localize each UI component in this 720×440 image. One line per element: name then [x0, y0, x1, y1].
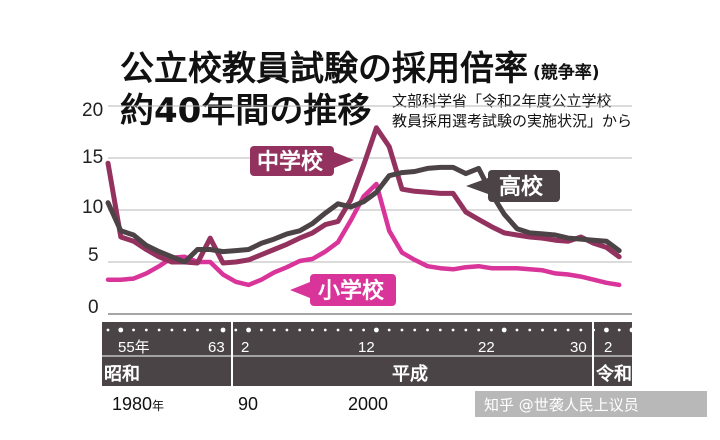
year-tick-mark-1994 — [298, 328, 302, 332]
year-tick-mark-2013 — [541, 328, 544, 332]
era-heisei: 平成 — [392, 363, 428, 385]
era-tick-h22: 22 — [478, 339, 495, 356]
year-tick-mark-1980 — [118, 327, 124, 333]
watermark-bg — [475, 391, 707, 417]
y-tick-10: 10 — [82, 197, 103, 218]
year-tick-mark-1983 — [157, 328, 161, 332]
year-tick-mark-2016 — [579, 328, 583, 332]
year-tick-mark-2010 — [501, 327, 507, 333]
era-showa: 昭和 — [104, 364, 140, 385]
source-note-line1: 文部科学省「令和2年度公立学校 — [392, 92, 612, 110]
year-tick-mark-2002 — [400, 328, 404, 332]
year-tick-mark-1985 — [183, 328, 187, 332]
label-high-school-text: 高校 — [499, 174, 544, 200]
year-tick-mark-2001 — [387, 328, 391, 332]
year-tick-mark-2014 — [553, 328, 557, 332]
year-tick-mark-1982 — [144, 328, 148, 332]
year-tick-mark-1990 — [246, 327, 251, 333]
year-tick-mark-1998 — [349, 328, 353, 332]
year-tick-mark-1986 — [196, 328, 199, 332]
year-tick-mark-2007 — [464, 328, 468, 332]
year-tick-mark-1996 — [323, 328, 327, 332]
year-90: 90 — [238, 394, 258, 414]
year-tick-mark-2015 — [566, 328, 570, 332]
year-tick-mark-1991 — [259, 328, 263, 332]
year-tick-mark-2000 — [373, 327, 379, 333]
chart-title-suffix: (競争率) — [533, 62, 600, 83]
label-junior-high-bg — [250, 146, 334, 176]
year-tick-mark-1989 — [234, 328, 238, 332]
label-high-school: 高校 — [466, 170, 560, 202]
year-tick-mark-2020 — [629, 327, 635, 333]
watermark: 知乎 @世袭人民上议员 — [484, 396, 639, 414]
year-tick-mark-2004 — [426, 328, 429, 332]
era-tick-h2: 2 — [241, 339, 249, 356]
year-tick-mark-1993 — [285, 328, 289, 332]
label-junior-high: 中学校 — [250, 146, 354, 176]
y-axis-ticks: 20 15 10 5 0 — [82, 100, 103, 318]
label-elementary: 小学校 — [290, 274, 396, 306]
era-tick-55: 55年 — [118, 339, 150, 356]
series-line-high-school — [105, 164, 622, 265]
year-tick-mark-1997 — [336, 328, 340, 332]
label-elementary-bg — [310, 274, 396, 306]
label-junior-high-text: 中学校 — [257, 149, 324, 175]
series-line-junior-high — [105, 125, 622, 266]
year-tick-mark-1981 — [132, 328, 135, 332]
year-2000: 2000 — [348, 394, 388, 414]
era-band — [102, 322, 632, 386]
label-high-school-pointer — [466, 178, 488, 194]
era-tick-h30: 30 — [570, 339, 587, 356]
y-tick-0: 0 — [88, 297, 99, 318]
y-tick-20: 20 — [82, 100, 103, 121]
label-junior-high-pointer — [334, 152, 354, 168]
y-tick-5: 5 — [88, 245, 99, 266]
year-tick-mark-2017 — [592, 328, 596, 332]
year-tick-mark-2003 — [413, 328, 417, 332]
y-tick-15: 15 — [82, 147, 103, 168]
label-elementary-text: 小学校 — [318, 278, 385, 304]
year-tick-mark-2008 — [477, 328, 481, 332]
era-tick-marks — [106, 327, 635, 333]
source-note-line2: 教員採用選考試験の実施状況」から — [392, 112, 632, 130]
era-tick-h12: 12 — [358, 339, 375, 356]
era-tick-63: 63 — [208, 339, 225, 356]
series-layer — [105, 125, 622, 288]
year-tick-mark-1995 — [311, 328, 314, 332]
year-1980: 1980年 — [112, 394, 164, 414]
label-high-school-bg — [488, 170, 560, 202]
year-tick-mark-1999 — [362, 328, 366, 332]
year-tick-mark-2019 — [617, 328, 621, 332]
year-tick-mark-1988 — [220, 327, 226, 333]
era-tick-r2: 2 — [604, 339, 612, 356]
year-tick-mark-1984 — [170, 328, 174, 332]
year-tick-mark-1992 — [272, 328, 276, 332]
chart-title-line1: 公立校教員試験の採用倍率 — [120, 49, 528, 89]
chart-title-line2: 約40年間の推移 — [120, 91, 371, 131]
year-tick-mark-2018 — [604, 327, 609, 333]
era-reiwa: 令和 — [595, 363, 632, 385]
label-elementary-pointer — [290, 282, 310, 298]
year-tick-mark-2011 — [515, 328, 519, 332]
year-tick-mark-1987 — [208, 328, 212, 332]
year-tick-mark-2009 — [490, 328, 493, 332]
year-tick-mark-1979 — [106, 328, 110, 332]
year-tick-mark-2012 — [528, 328, 532, 332]
year-tick-mark-2006 — [451, 328, 455, 332]
year-tick-mark-2005 — [438, 328, 442, 332]
